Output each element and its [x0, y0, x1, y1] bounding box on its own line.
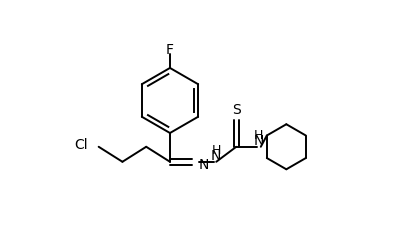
Text: F: F	[166, 43, 174, 57]
Text: N: N	[198, 157, 209, 171]
Text: N: N	[254, 133, 264, 147]
Text: H: H	[212, 144, 221, 157]
Text: S: S	[232, 103, 241, 117]
Text: H: H	[254, 129, 264, 142]
Text: N: N	[211, 148, 222, 162]
Text: Cl: Cl	[74, 138, 88, 152]
